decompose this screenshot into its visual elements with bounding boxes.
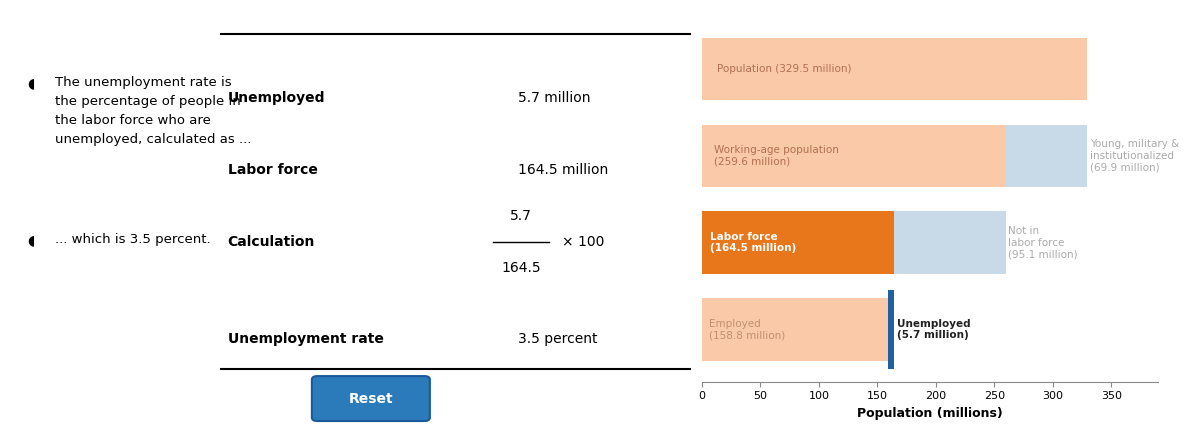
Text: 5.7 million: 5.7 million xyxy=(517,90,590,105)
X-axis label: Population (millions): Population (millions) xyxy=(857,407,1003,420)
Text: Labor force: Labor force xyxy=(228,162,318,177)
Bar xyxy=(702,38,1087,100)
Text: Working-age population
(259.6 million): Working-age population (259.6 million) xyxy=(714,145,839,167)
Text: Unemployment rate: Unemployment rate xyxy=(228,332,384,346)
Text: Reset: Reset xyxy=(348,391,394,406)
Bar xyxy=(702,212,894,274)
Text: ◖: ◖ xyxy=(28,233,35,247)
Text: Calculation: Calculation xyxy=(228,234,316,249)
Text: 164.5: 164.5 xyxy=(502,261,541,275)
FancyBboxPatch shape xyxy=(312,376,430,421)
Text: × 100: × 100 xyxy=(563,234,605,249)
Bar xyxy=(702,125,1006,187)
Text: Population (329.5 million): Population (329.5 million) xyxy=(718,64,852,74)
Text: Unemployed
(5.7 million): Unemployed (5.7 million) xyxy=(896,319,971,340)
Text: 3.5 percent: 3.5 percent xyxy=(517,332,598,346)
Text: Young, military &
institutionalized
(69.9 million): Young, military & institutionalized (69.… xyxy=(1090,139,1178,173)
Text: Employed
(158.8 million): Employed (158.8 million) xyxy=(709,319,786,340)
Text: The unemployment rate is
the percentage of people in
the labor force who are
une: The unemployment rate is the percentage … xyxy=(55,76,252,146)
Text: Unemployed: Unemployed xyxy=(228,90,325,105)
Text: Labor force
(164.5 million): Labor force (164.5 million) xyxy=(709,232,796,254)
Bar xyxy=(894,212,1006,274)
Text: 5.7: 5.7 xyxy=(510,209,532,223)
Bar xyxy=(1006,125,1087,187)
Text: 164.5 million: 164.5 million xyxy=(517,162,607,177)
Text: Not in
labor force
(95.1 million): Not in labor force (95.1 million) xyxy=(1008,226,1078,259)
Text: ◖: ◖ xyxy=(28,76,35,90)
Bar xyxy=(702,298,888,361)
Text: ... which is 3.5 percent.: ... which is 3.5 percent. xyxy=(55,233,211,246)
Bar xyxy=(888,290,894,368)
